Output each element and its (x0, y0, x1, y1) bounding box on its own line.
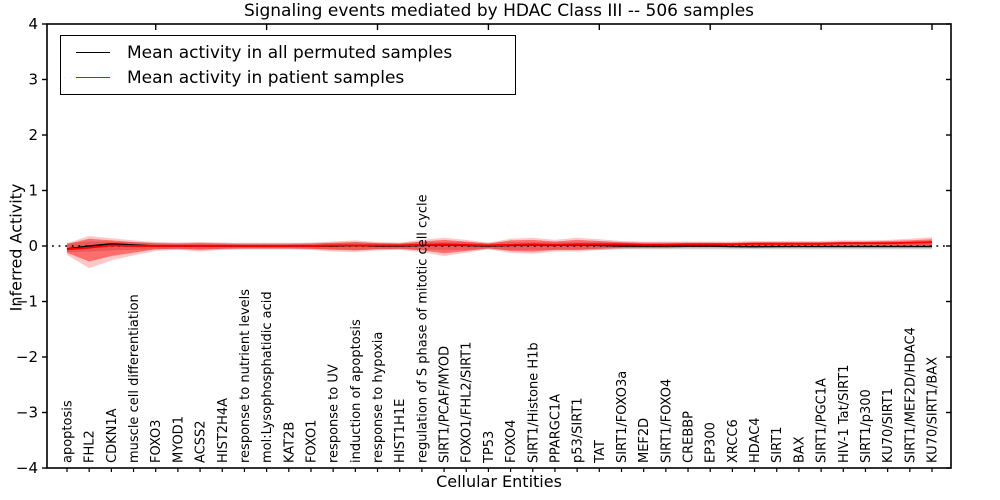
svg-text:HIV-1 Tat/SIRT1: HIV-1 Tat/SIRT1 (837, 365, 852, 463)
svg-text:1: 1 (28, 182, 38, 200)
svg-text:FOXO1/FHL2/SIRT1: FOXO1/FHL2/SIRT1 (460, 342, 475, 463)
legend: Mean activity in all permuted samples Me… (60, 35, 516, 95)
chart-title: Signaling events mediated by HDAC Class … (243, 1, 755, 21)
y-axis-title: Inferred Activity (6, 183, 26, 312)
svg-text:apoptosis: apoptosis (61, 400, 76, 463)
svg-text:muscle cell differentiation: muscle cell differentiation (127, 294, 142, 463)
svg-text:MEF2D: MEF2D (637, 418, 652, 463)
x-axis-title: Cellular Entities (436, 472, 562, 491)
svg-text:mol:Lysophosphatidic acid: mol:Lysophosphatidic acid (260, 291, 275, 463)
svg-text:SIRT1/FOXO3a: SIRT1/FOXO3a (615, 371, 630, 463)
svg-text:EP300: EP300 (704, 422, 719, 463)
svg-text:HDAC4: HDAC4 (748, 417, 763, 463)
svg-text:−4: −4 (16, 459, 38, 477)
svg-text:MYOD1: MYOD1 (171, 416, 186, 463)
svg-text:response to hypoxia: response to hypoxia (371, 332, 386, 463)
svg-text:SIRT1/PCAF/MYOD: SIRT1/PCAF/MYOD (438, 346, 453, 463)
svg-text:3: 3 (28, 71, 38, 89)
svg-text:response to UV: response to UV (327, 364, 342, 463)
svg-text:regulation of S phase of mitot: regulation of S phase of mitotic cell cy… (415, 194, 430, 463)
svg-text:SIRT1: SIRT1 (770, 427, 785, 463)
svg-text:p53/SIRT1: p53/SIRT1 (571, 397, 586, 463)
svg-text:4: 4 (28, 15, 38, 33)
svg-text:HIST2H4A: HIST2H4A (216, 398, 231, 463)
svg-text:ACSS2: ACSS2 (194, 420, 209, 463)
svg-text:XRCC6: XRCC6 (726, 419, 741, 463)
svg-text:−3: −3 (16, 404, 38, 422)
svg-text:KU70/SIRT1/BAX: KU70/SIRT1/BAX (926, 357, 941, 463)
black-line-swatch-icon (76, 52, 110, 53)
svg-text:SIRT1/p300: SIRT1/p300 (859, 389, 874, 463)
svg-text:KAT2B: KAT2B (282, 422, 297, 463)
legend-item-permuted: Mean activity in all permuted samples (61, 43, 515, 63)
legend-label: Mean activity in patient samples (127, 67, 405, 88)
svg-text:CDKN1A: CDKN1A (105, 408, 120, 463)
svg-text:SIRT1/PGC1A: SIRT1/PGC1A (815, 378, 830, 463)
svg-text:FOXO3: FOXO3 (149, 420, 164, 463)
svg-text:FHL2: FHL2 (83, 430, 98, 463)
svg-text:PPARGC1A: PPARGC1A (548, 394, 563, 463)
svg-text:SIRT1/MEF2D/HDAC4: SIRT1/MEF2D/HDAC4 (903, 327, 918, 463)
svg-text:response to nutrient levels: response to nutrient levels (238, 289, 253, 463)
svg-text:BAX: BAX (792, 436, 807, 463)
svg-text:SIRT1/FOXO4: SIRT1/FOXO4 (659, 379, 674, 463)
svg-text:FOXO4: FOXO4 (504, 420, 519, 463)
svg-text:−2: −2 (16, 348, 38, 366)
svg-text:−1: −1 (16, 293, 38, 311)
svg-text:TAT: TAT (593, 440, 608, 464)
legend-label: Mean activity in all permuted samples (127, 42, 453, 63)
svg-text:KU70/SIRT1: KU70/SIRT1 (881, 388, 896, 463)
svg-text:SIRT1/Histone H1b: SIRT1/Histone H1b (526, 342, 541, 463)
svg-text:HIST1H1E: HIST1H1E (393, 399, 408, 463)
red-line-swatch-icon (76, 77, 110, 78)
svg-text:2: 2 (28, 126, 38, 144)
legend-item-patient: Mean activity in patient samples (61, 68, 515, 88)
svg-text:TP53: TP53 (482, 431, 497, 464)
svg-text:FOXO1: FOXO1 (304, 420, 319, 463)
svg-text:induction of apoptosis: induction of apoptosis (349, 319, 364, 463)
svg-text:CREBBP: CREBBP (682, 411, 697, 463)
svg-text:0: 0 (28, 237, 38, 255)
